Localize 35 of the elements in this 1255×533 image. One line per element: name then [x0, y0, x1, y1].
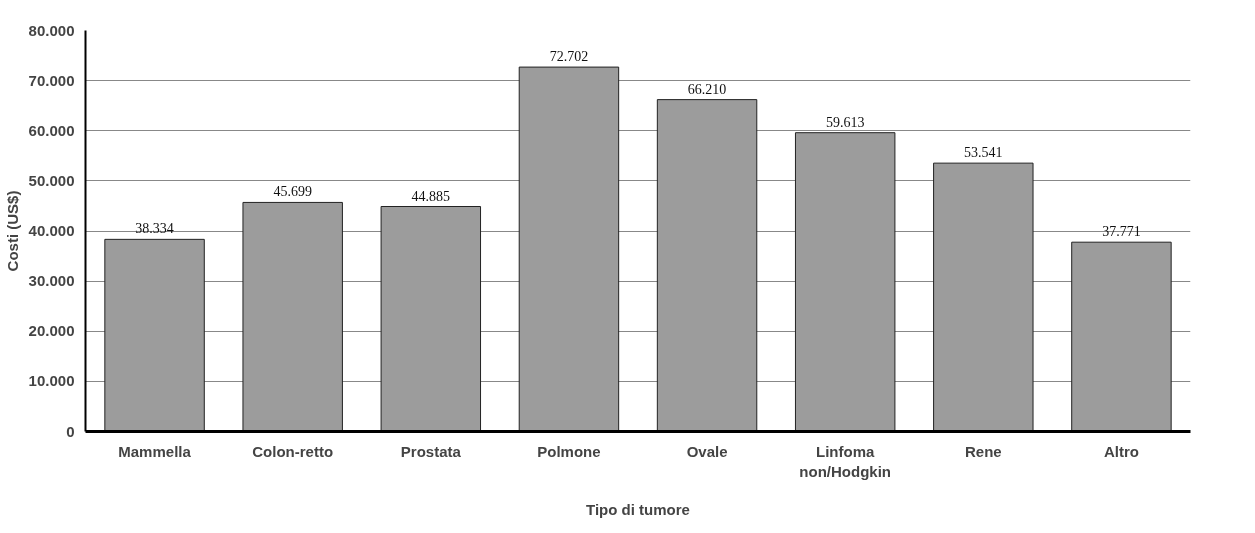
y-tick-label: 50.000 [28, 171, 75, 189]
bar [518, 66, 620, 432]
x-tick-label: Polmone [537, 442, 601, 460]
bar [933, 162, 1034, 432]
x-axis-title: Tipo di tumore [586, 500, 690, 518]
y-tick-label: 30.000 [28, 272, 75, 290]
y-tick-label: 0 [66, 422, 75, 440]
bar [794, 132, 896, 432]
x-tick-label: Ovale [686, 442, 728, 460]
y-tick-label: 20.000 [28, 322, 75, 340]
data-label: 45.699 [273, 184, 312, 200]
x-tick-label: Altro [1103, 442, 1139, 460]
y-tick-label: 40.000 [28, 222, 75, 239]
x-tick-label: Linfoma non/Hodgkin [799, 442, 892, 480]
bar [242, 201, 343, 432]
data-label: 66.210 [687, 81, 727, 97]
bar [104, 238, 205, 432]
y-tick-label: 70.000 [28, 71, 75, 89]
x-tick-label: Mammella [118, 442, 192, 460]
data-label: 44.885 [411, 188, 451, 204]
x-tick-label: Prostata [400, 442, 462, 460]
y-axis-title: Costi (US$) [3, 190, 21, 272]
data-label: 37.771 [1102, 224, 1141, 240]
bar [1071, 241, 1172, 432]
y-tick-label: 10.000 [28, 372, 75, 390]
y-tick-label: 80.000 [28, 21, 75, 39]
x-tick-label: Colon-retto [252, 442, 334, 460]
data-label: 53.541 [964, 145, 1003, 161]
bar [380, 206, 482, 432]
bar [656, 99, 758, 432]
data-label: 72.702 [549, 49, 589, 65]
data-label: 38.334 [135, 221, 174, 237]
y-tick-label: 60.000 [28, 121, 75, 139]
data-label: 59.613 [825, 114, 865, 130]
x-tick-label: Rene [964, 442, 1002, 460]
